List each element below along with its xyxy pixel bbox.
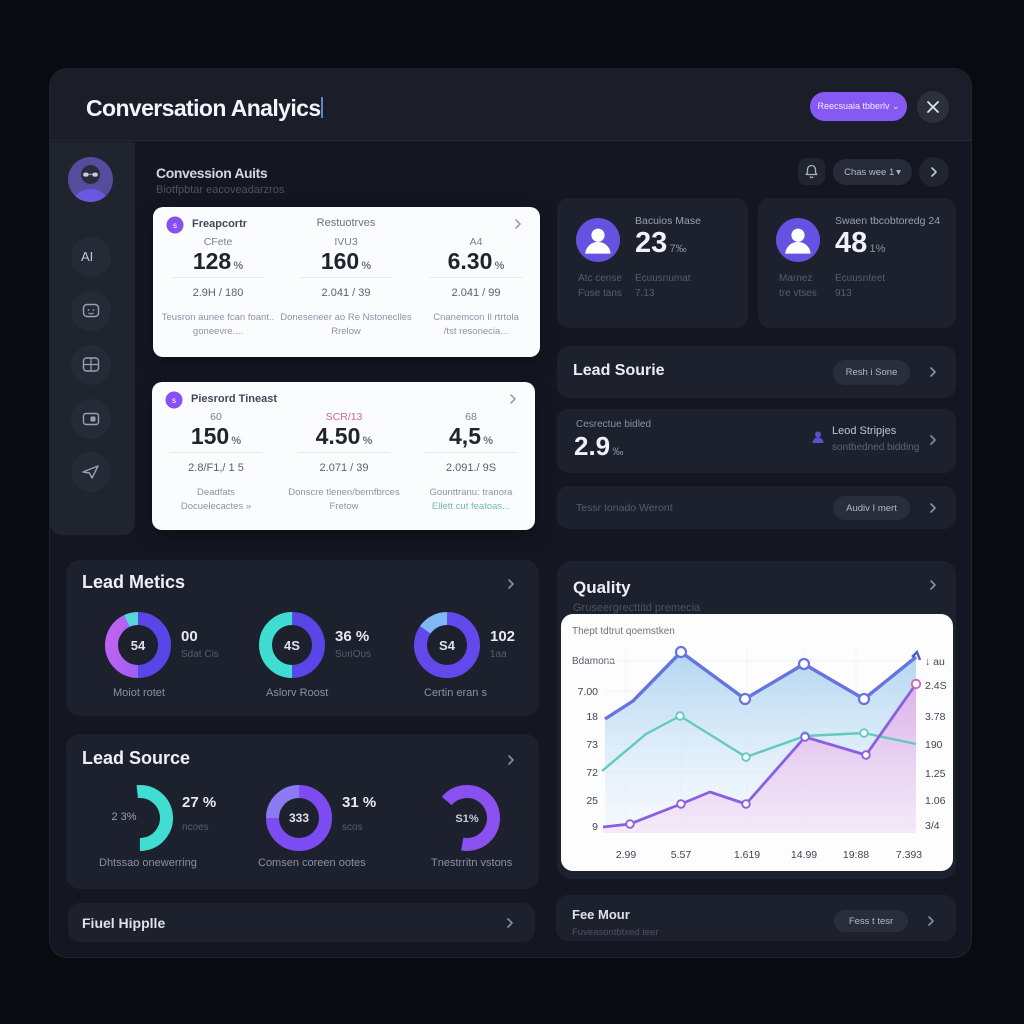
svg-text:72: 72 [586, 767, 598, 779]
svg-text:s: s [173, 221, 177, 230]
svg-text:5.57: 5.57 [671, 849, 692, 861]
svg-text:190: 190 [925, 739, 943, 751]
svg-text:Thept tdtrut qoemstken: Thept tdtrut qoemstken [572, 626, 675, 637]
svg-text:54: 54 [131, 638, 146, 653]
svg-text:S4: S4 [439, 638, 456, 653]
svg-text:1.25: 1.25 [925, 768, 946, 780]
svg-text:333: 333 [289, 811, 309, 825]
svg-text:3.78: 3.78 [925, 711, 946, 723]
svg-text:18: 18 [586, 711, 598, 723]
svg-text:14.99: 14.99 [791, 849, 817, 861]
svg-text:s: s [172, 396, 176, 405]
svg-text:73: 73 [586, 739, 598, 751]
svg-text:Bdamona: Bdamona [572, 656, 615, 667]
svg-text:7.393: 7.393 [896, 849, 922, 861]
svg-text:S1%: S1% [455, 813, 478, 825]
svg-text:↓ au: ↓ au [925, 656, 945, 668]
svg-text:19:88: 19:88 [843, 849, 869, 861]
svg-text:1.06: 1.06 [925, 795, 946, 807]
svg-text:3/4: 3/4 [925, 820, 940, 832]
svg-text:9: 9 [592, 821, 598, 833]
svg-text:25: 25 [586, 795, 598, 807]
svg-text:2.4S: 2.4S [925, 680, 947, 692]
svg-text:7.00: 7.00 [578, 686, 599, 698]
svg-text:1.619: 1.619 [734, 849, 760, 861]
svg-text:4S: 4S [284, 638, 300, 653]
svg-text:2.99: 2.99 [616, 849, 637, 861]
